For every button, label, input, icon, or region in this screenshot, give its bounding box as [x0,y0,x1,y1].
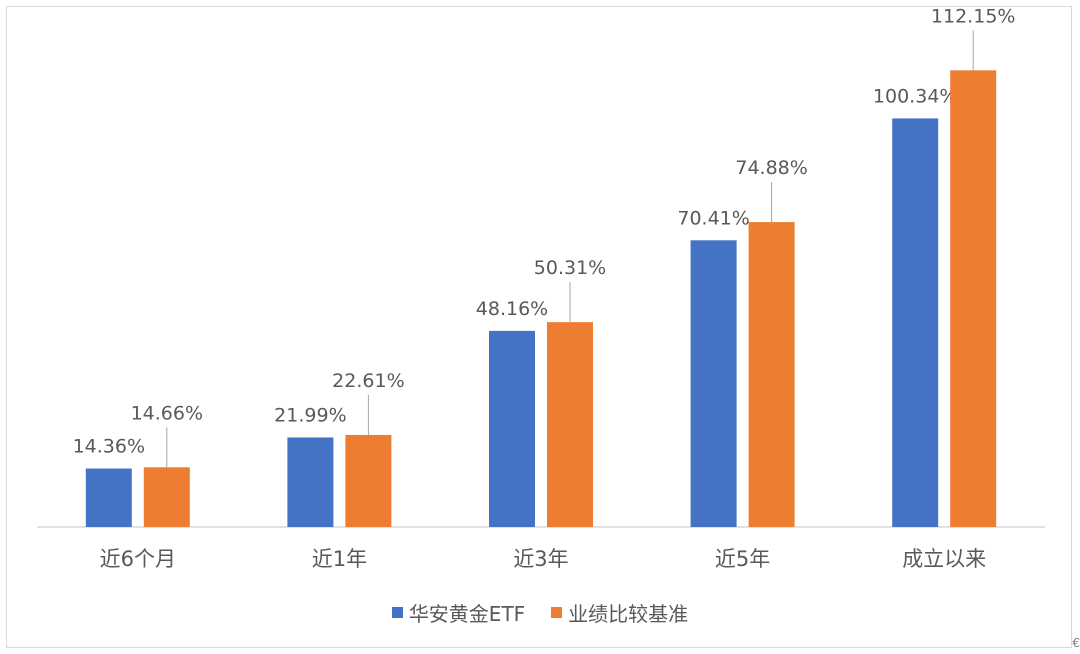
bar-fund [287,437,334,527]
bar-benchmark [748,222,795,528]
bar-benchmark [143,467,190,527]
data-label: 112.15% [931,5,1016,27]
data-label: 48.16% [476,298,548,320]
bar-benchmark [547,322,593,527]
legend-item-series-1: 华安黄金ETF [391,598,526,627]
data-label: 14.36% [73,436,145,458]
data-label: 50.31% [534,257,606,279]
x-tick-label: 近3年 [513,547,568,571]
data-label: 14.66% [131,402,203,424]
legend-swatch-series-1 [391,607,403,618]
bar-fund [892,118,939,527]
bar-benchmark [950,70,997,528]
x-tick-label: 近6个月 [100,547,176,571]
corner-mark: € [1072,636,1080,650]
bar-fund [85,468,132,527]
data-label: 100.34% [873,85,958,107]
data-label: 74.88% [735,157,807,179]
legend-swatch-series-2 [551,607,563,618]
legend: 华安黄金ETF 业绩比较基准 [0,598,1080,627]
data-label: 22.61% [332,370,404,392]
x-tick-label: 近5年 [715,547,770,571]
bar-fund [489,330,535,527]
data-label: 70.41% [677,207,749,229]
data-label: 21.99% [274,404,346,426]
legend-label-series-2: 业绩比较基准 [568,602,689,626]
legend-item-series-2: 业绩比较基准 [551,598,688,627]
x-tick-label: 成立以来 [902,547,986,571]
bar-fund [690,240,737,528]
legend-label-series-1: 华安黄金ETF [408,602,526,626]
bar-benchmark [345,434,392,527]
x-tick-label: 近1年 [312,547,367,571]
